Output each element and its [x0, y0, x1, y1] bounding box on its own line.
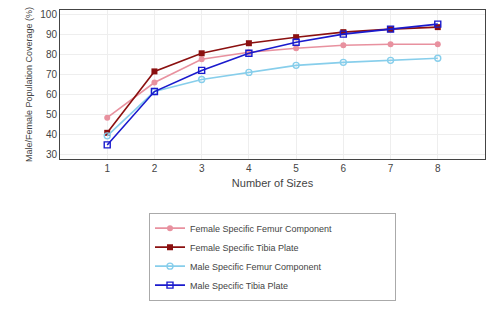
- svg-text:50: 50: [46, 109, 58, 120]
- svg-text:40: 40: [46, 129, 58, 140]
- svg-text:Female Specific Tibia Plate: Female Specific Tibia Plate: [190, 243, 299, 253]
- svg-text:8: 8: [435, 163, 441, 174]
- svg-text:5: 5: [293, 163, 299, 174]
- svg-text:70: 70: [46, 69, 58, 80]
- svg-text:100: 100: [40, 9, 57, 20]
- svg-text:6: 6: [341, 163, 347, 174]
- svg-text:7: 7: [388, 163, 394, 174]
- svg-text:4: 4: [246, 163, 252, 174]
- svg-text:Male Specific Femur Component: Male Specific Femur Component: [190, 262, 322, 272]
- svg-text:3: 3: [199, 163, 205, 174]
- svg-text:1: 1: [104, 163, 110, 174]
- svg-text:2: 2: [152, 163, 158, 174]
- svg-text:Female Specific Femur Componen: Female Specific Femur Component: [190, 224, 332, 234]
- svg-text:30: 30: [46, 149, 58, 160]
- svg-text:Male Specific Tibia Plate: Male Specific Tibia Plate: [190, 281, 288, 291]
- svg-text:80: 80: [46, 49, 58, 60]
- svg-text:Number of Sizes: Number of Sizes: [232, 177, 314, 189]
- svg-text:90: 90: [46, 29, 58, 40]
- svg-text:Male/Female Population Coverag: Male/Female Population Coverage (%): [24, 7, 34, 162]
- svg-text:60: 60: [46, 89, 58, 100]
